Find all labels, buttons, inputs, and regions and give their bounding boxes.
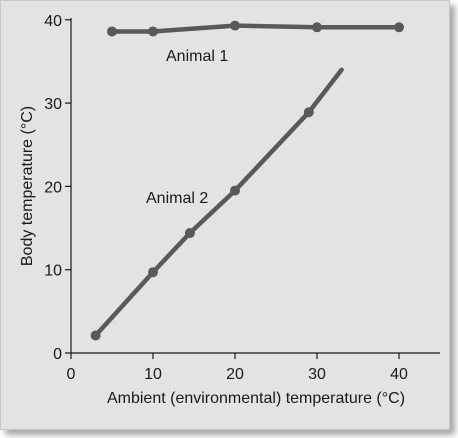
y-tick-label-0: 0	[53, 346, 62, 363]
data-point-animal-2-4	[230, 185, 240, 196]
x-tick-label-0: 0	[67, 366, 76, 383]
y-tick-label-40: 40	[44, 13, 62, 30]
data-point-animal-2-2	[148, 267, 158, 278]
data-point-animal-2-1	[90, 330, 101, 341]
data-point-animal-1-5	[394, 22, 404, 33]
data-point-animal-1-4	[312, 22, 322, 33]
x-tick-label-30: 30	[308, 366, 326, 383]
chart-frame	[0, 0, 450, 430]
y-tick-label-30: 30	[44, 96, 62, 113]
x-tick-label-20: 20	[226, 366, 244, 383]
series-label-animal-2: Animal 2	[146, 190, 208, 207]
x-tick-label-40: 40	[390, 366, 408, 383]
y-tick-label-10: 10	[44, 263, 62, 280]
y-axis-title: Body temperature (°C)	[19, 106, 36, 266]
series-label-animal-1: Animal 1	[166, 48, 228, 65]
data-point-animal-1-1	[107, 26, 117, 37]
series-line-animal-2	[93, 67, 344, 338]
x-axis-title: Ambient (environmental) temperature (°C)	[107, 390, 405, 407]
data-point-animal-2-5	[303, 107, 314, 118]
y-tick-label-20: 20	[44, 179, 62, 196]
x-tick-label-10: 10	[144, 366, 162, 383]
data-point-animal-1-3	[230, 20, 240, 31]
data-point-animal-1-2	[148, 26, 158, 37]
data-point-animal-2-3	[184, 228, 195, 239]
